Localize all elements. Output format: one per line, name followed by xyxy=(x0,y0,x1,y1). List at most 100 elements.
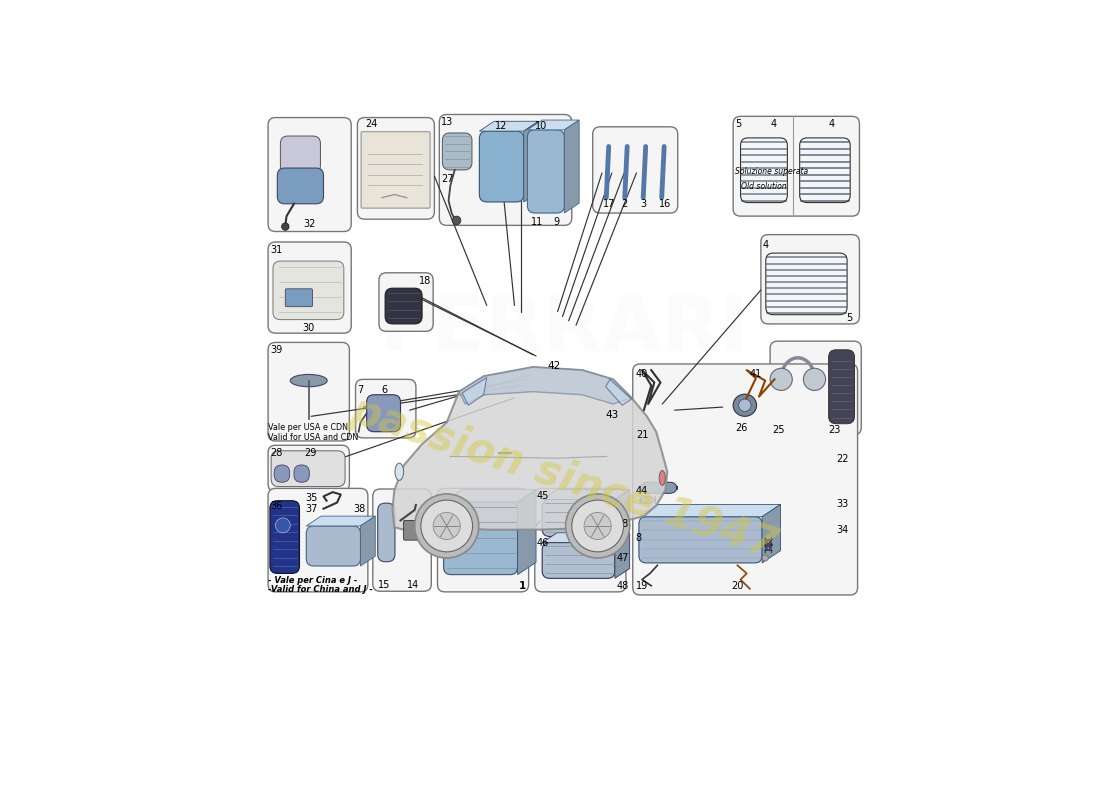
Text: 10: 10 xyxy=(535,121,547,130)
FancyBboxPatch shape xyxy=(358,118,434,219)
FancyBboxPatch shape xyxy=(443,502,517,574)
Circle shape xyxy=(572,500,624,552)
Circle shape xyxy=(415,494,478,558)
Circle shape xyxy=(421,500,473,552)
FancyBboxPatch shape xyxy=(442,133,472,170)
Text: 4: 4 xyxy=(770,118,777,129)
Text: 23: 23 xyxy=(828,425,842,435)
Ellipse shape xyxy=(739,399,751,411)
Text: 15: 15 xyxy=(377,580,390,590)
Circle shape xyxy=(275,518,290,533)
Text: 24: 24 xyxy=(365,118,377,129)
Text: 14: 14 xyxy=(407,580,419,590)
Polygon shape xyxy=(462,378,486,406)
FancyBboxPatch shape xyxy=(763,543,772,553)
Text: 22: 22 xyxy=(836,454,848,465)
FancyBboxPatch shape xyxy=(770,341,861,435)
Text: 4: 4 xyxy=(762,240,769,250)
Text: 5: 5 xyxy=(846,313,852,322)
Circle shape xyxy=(803,368,825,390)
FancyBboxPatch shape xyxy=(361,132,430,208)
FancyBboxPatch shape xyxy=(306,526,361,566)
FancyBboxPatch shape xyxy=(439,114,572,226)
Polygon shape xyxy=(527,120,579,130)
FancyBboxPatch shape xyxy=(761,234,859,324)
FancyBboxPatch shape xyxy=(377,503,395,562)
Circle shape xyxy=(584,513,612,539)
Text: 20: 20 xyxy=(732,581,744,590)
Polygon shape xyxy=(306,516,375,526)
Text: 25: 25 xyxy=(772,425,784,435)
Ellipse shape xyxy=(290,374,327,386)
FancyBboxPatch shape xyxy=(385,288,422,324)
FancyBboxPatch shape xyxy=(593,126,678,213)
Text: 28: 28 xyxy=(270,448,283,458)
Polygon shape xyxy=(542,490,629,499)
FancyBboxPatch shape xyxy=(268,446,350,491)
FancyBboxPatch shape xyxy=(733,116,859,216)
FancyBboxPatch shape xyxy=(268,242,351,333)
FancyBboxPatch shape xyxy=(542,542,615,578)
Polygon shape xyxy=(524,122,539,202)
Text: 39: 39 xyxy=(270,345,283,354)
FancyBboxPatch shape xyxy=(763,537,772,547)
Polygon shape xyxy=(542,533,629,542)
Text: 16: 16 xyxy=(659,198,671,209)
Text: - Vale per Cina e J -: - Vale per Cina e J - xyxy=(268,576,358,586)
Text: 26: 26 xyxy=(735,423,747,433)
Text: 48: 48 xyxy=(616,519,628,529)
Text: 6: 6 xyxy=(382,385,387,395)
Circle shape xyxy=(565,494,629,558)
Text: 7: 7 xyxy=(358,385,364,395)
Polygon shape xyxy=(615,533,629,578)
Text: FERRARI: FERRARI xyxy=(379,293,748,367)
Circle shape xyxy=(770,368,792,390)
Text: 1: 1 xyxy=(519,581,526,590)
FancyBboxPatch shape xyxy=(294,465,309,482)
Text: 42: 42 xyxy=(548,361,561,371)
FancyBboxPatch shape xyxy=(366,394,400,432)
Text: 41: 41 xyxy=(750,370,762,379)
Polygon shape xyxy=(615,490,629,537)
Circle shape xyxy=(282,223,289,230)
FancyBboxPatch shape xyxy=(280,136,320,173)
Ellipse shape xyxy=(659,470,666,486)
Text: 3: 3 xyxy=(640,198,647,209)
Polygon shape xyxy=(564,120,579,213)
FancyBboxPatch shape xyxy=(268,118,351,231)
Text: 5: 5 xyxy=(735,118,741,129)
FancyBboxPatch shape xyxy=(828,350,855,424)
Text: 43: 43 xyxy=(605,410,618,420)
Text: 18: 18 xyxy=(419,276,431,286)
Ellipse shape xyxy=(395,463,404,480)
FancyBboxPatch shape xyxy=(373,489,431,591)
Text: 19: 19 xyxy=(636,581,648,590)
FancyBboxPatch shape xyxy=(535,488,626,592)
Text: 9: 9 xyxy=(553,218,560,227)
FancyBboxPatch shape xyxy=(378,273,433,331)
FancyBboxPatch shape xyxy=(268,488,367,592)
FancyBboxPatch shape xyxy=(639,517,762,563)
FancyBboxPatch shape xyxy=(640,496,656,504)
Text: 21: 21 xyxy=(636,430,648,440)
Text: 2: 2 xyxy=(621,198,628,209)
Polygon shape xyxy=(459,367,631,404)
Text: 29: 29 xyxy=(304,448,316,458)
FancyBboxPatch shape xyxy=(270,501,299,574)
Circle shape xyxy=(452,216,461,225)
Text: 44: 44 xyxy=(636,486,648,497)
Text: Vale per USA e CDN: Vale per USA e CDN xyxy=(268,423,348,432)
Polygon shape xyxy=(639,505,781,517)
FancyBboxPatch shape xyxy=(632,364,858,595)
Text: 35: 35 xyxy=(305,494,318,503)
Text: 47: 47 xyxy=(616,553,628,563)
Text: 30: 30 xyxy=(301,323,315,334)
Text: 11: 11 xyxy=(530,218,542,227)
FancyBboxPatch shape xyxy=(723,386,767,430)
Polygon shape xyxy=(480,122,539,131)
Polygon shape xyxy=(606,379,631,406)
Text: 17: 17 xyxy=(603,198,616,209)
Text: passion since 1947: passion since 1947 xyxy=(345,389,782,567)
Text: 8: 8 xyxy=(636,534,642,543)
FancyBboxPatch shape xyxy=(274,465,289,482)
